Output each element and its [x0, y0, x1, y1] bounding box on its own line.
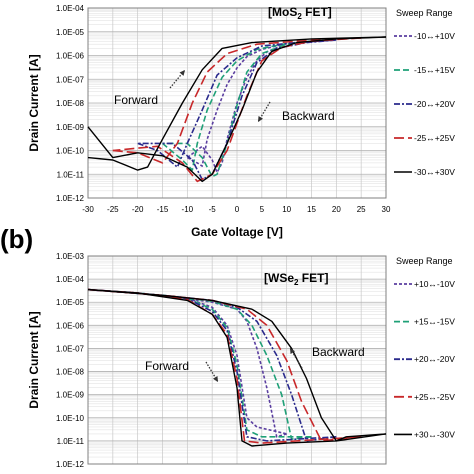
x-tick-label: -30 — [82, 205, 94, 214]
x-tick-label: -5 — [209, 205, 217, 214]
chart-title: [MoS2 FET] — [268, 5, 332, 21]
arrow-head-icon — [258, 116, 264, 122]
legend-entry: +15↔-15V — [414, 317, 455, 327]
annotation-forward: Forward — [145, 359, 189, 373]
plot-frame — [87, 7, 387, 199]
y-tick-label: 1.0E-12 — [56, 194, 85, 203]
series-line-3-forward — [87, 288, 337, 442]
x-tick-label: 15 — [307, 205, 316, 214]
x-tick-label: 25 — [357, 205, 366, 214]
y-tick-label: 1.0E-08 — [56, 99, 85, 108]
y-axis-label: Drain Current [A] — [27, 54, 41, 151]
legend-entry: +20↔-20V — [414, 354, 455, 364]
x-tick-label: -20 — [132, 205, 144, 214]
x-tick-label: 20 — [332, 205, 341, 214]
series-line-5-forward — [87, 36, 387, 171]
chart-title: [WSe2 FET] — [264, 271, 328, 287]
series-line-1-backward — [186, 42, 288, 174]
x-tick-label: -10 — [182, 205, 194, 214]
y-tick-label: 1.0E-09 — [56, 123, 85, 132]
x-tick-label: 30 — [382, 205, 391, 214]
series-line-5-backward — [87, 36, 387, 183]
x-tick-label: -25 — [107, 205, 119, 214]
series-line-4-backward — [87, 288, 362, 442]
y-tick-label: 1.0E-08 — [56, 368, 85, 377]
x-tick-label: -15 — [157, 205, 169, 214]
y-tick-label: 1.0E-05 — [56, 298, 85, 307]
x-tick-label: 10 — [282, 205, 291, 214]
legend-entry: -25↔+25V — [414, 133, 455, 143]
y-tick-label: 1.0E-04 — [56, 4, 85, 13]
x-tick-label: 5 — [260, 205, 265, 214]
plot-frame — [87, 255, 387, 465]
x-axis-label: Gate Voltage [V] — [191, 225, 283, 239]
annotation-backward: Backward — [282, 109, 335, 123]
legend-entry: +10↔-10V — [414, 279, 455, 289]
annotation-forward: Forward — [114, 93, 158, 107]
y-tick-label: 1.0E-06 — [56, 52, 85, 61]
series-line-4-backward — [112, 37, 362, 183]
y-tick-label: 1.0E-05 — [56, 28, 85, 37]
legend-entry: -15↔+15V — [414, 65, 455, 75]
panel-b-label: (b) — [0, 224, 33, 254]
y-tick-label: 1.0E-11 — [57, 437, 85, 446]
legend-entry: -30↔+30V — [414, 167, 455, 177]
y-tick-label: 1.0E-12 — [56, 460, 85, 469]
series-line-2-forward — [161, 40, 312, 171]
y-tick-label: 1.0E-04 — [56, 275, 85, 284]
arrow-head-icon — [179, 70, 185, 76]
series-line-1-backward — [87, 288, 287, 438]
y-tick-label: 1.0E-11 — [57, 170, 85, 179]
annotation-backward: Backward — [312, 345, 365, 359]
legend-title: Sweep Range — [396, 8, 453, 18]
legend-title: Sweep Range — [396, 256, 453, 266]
arrow-head-icon — [290, 348, 296, 354]
series-line-4-forward — [87, 288, 362, 444]
series-line-1-forward — [186, 42, 287, 167]
series-line-4-forward — [112, 37, 362, 164]
legend-entry: +30↔-30V — [414, 429, 455, 439]
y-tick-label: 1.0E-07 — [56, 75, 85, 84]
y-tick-label: 1.0E-06 — [56, 321, 85, 330]
series-line-5-backward — [87, 288, 387, 442]
legend-entry: -20↔+20V — [414, 99, 455, 109]
y-axis-label: Drain Current [A] — [27, 311, 41, 408]
x-tick-label: 0 — [235, 205, 240, 214]
legend-entry: +25↔-25V — [414, 392, 455, 402]
y-tick-label: 1.0E-10 — [56, 147, 85, 156]
legend-entry: -10↔+10V — [414, 31, 455, 41]
wse2-chart: 1.0E-12 1.0E-11 1.0E-10 1.0E-09 1.0E-08 1.0E-… — [27, 252, 455, 469]
y-tick-label: 1.0E-03 — [56, 252, 85, 261]
y-tick-label: 1.0E-10 — [56, 414, 85, 423]
mos2-chart: 1.0E-12 1.0E-11 1.0E-10 1.0E-09 1.0E-08 1.0E-… — [27, 4, 455, 239]
y-tick-label: 1.0E-07 — [56, 344, 85, 353]
y-tick-label: 1.0E-09 — [56, 391, 85, 400]
annotation-arrow — [169, 69, 186, 89]
series-line-5-forward — [87, 288, 387, 447]
arrow-head-icon — [212, 376, 218, 382]
